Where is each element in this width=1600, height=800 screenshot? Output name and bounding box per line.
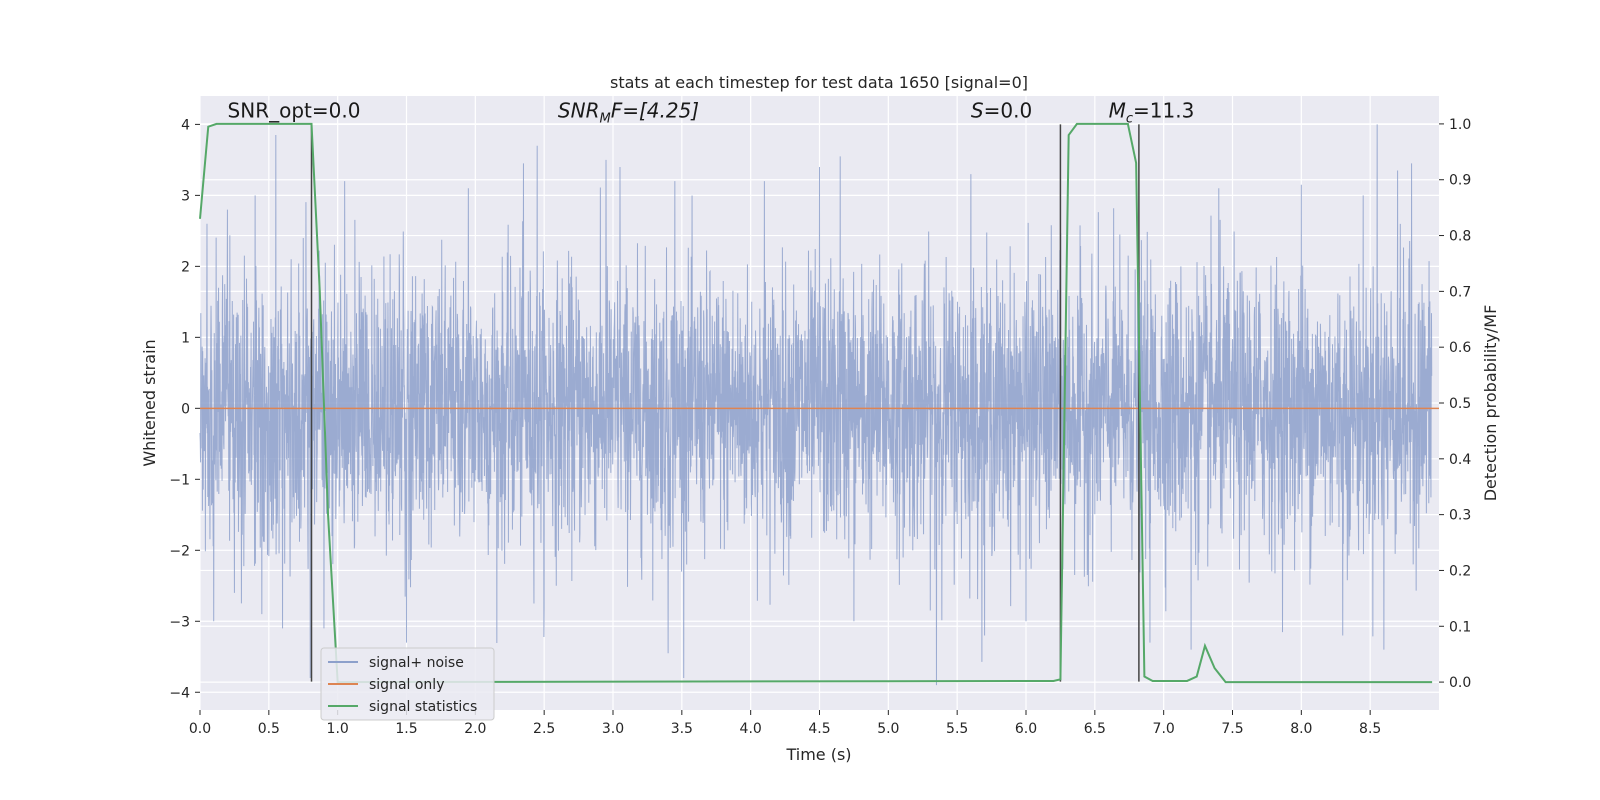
legend-label-noise: signal+ noise xyxy=(369,655,464,671)
y-right-tick-label: 1.0 xyxy=(1449,117,1471,133)
y-right-tick-label: 0.5 xyxy=(1449,396,1471,412)
noise-series xyxy=(199,124,1433,686)
y-tick-label: −3 xyxy=(169,614,190,630)
y-tick-label: −2 xyxy=(169,543,190,559)
statistics-series xyxy=(199,122,1433,684)
x-tick-label: 5.0 xyxy=(877,721,899,737)
y-right-tick-label: 0.2 xyxy=(1449,563,1471,579)
x-tick-label: 7.5 xyxy=(1221,721,1243,737)
y-right-tick-label: 0.9 xyxy=(1449,173,1471,189)
x-tick-label: 8.0 xyxy=(1290,721,1312,737)
x-tick-label: 4.5 xyxy=(808,721,830,737)
y-axis-label-right: Detection probability/MF xyxy=(1481,305,1500,502)
vertical-markers xyxy=(310,124,1140,682)
x-tick-label: 1.5 xyxy=(395,721,417,737)
x-tick-label: 5.5 xyxy=(946,721,968,737)
annotation-text: Mc=11.3 xyxy=(1109,98,1195,126)
annotation-tail: F=[4.25] xyxy=(611,98,699,122)
y-axis-label: Whitened strain xyxy=(140,339,159,466)
annotation-main: S xyxy=(971,98,984,122)
y-right-tick-label: 0.1 xyxy=(1449,619,1471,635)
legend-label-signal: signal only xyxy=(369,677,444,693)
x-tick-label: 7.0 xyxy=(1153,721,1175,737)
annotation-main: M xyxy=(1109,98,1126,122)
annotation-text: SNRMF=[4.25] xyxy=(558,98,699,126)
y-right-tick-label: 0.0 xyxy=(1449,675,1471,691)
chart-title: stats at each timestep for test data 165… xyxy=(610,73,1028,92)
annotation-sub: M xyxy=(599,111,610,126)
y-tick-label: −4 xyxy=(169,685,190,701)
y-tick-label: 3 xyxy=(181,188,190,204)
annotation-text: S=0.0 xyxy=(971,98,1032,122)
x-tick-label: 8.5 xyxy=(1359,721,1381,737)
legend-label-statistics: signal statistics xyxy=(369,699,477,715)
y-right-tick-label: 0.4 xyxy=(1449,452,1471,468)
x-tick-label: 6.5 xyxy=(1084,721,1106,737)
x-tick-label: 3.0 xyxy=(602,721,624,737)
y-right-tick-label: 0.8 xyxy=(1449,229,1471,245)
x-axis-label: Time (s) xyxy=(785,745,851,764)
y-tick-label: 1 xyxy=(181,330,190,346)
x-tick-label: 2.0 xyxy=(464,721,486,737)
y-right-tick-label: 0.6 xyxy=(1449,340,1471,356)
annotation-tail: =11.3 xyxy=(1133,98,1194,122)
annotation-main: SNR xyxy=(558,98,600,122)
y-tick-label: 2 xyxy=(181,259,190,275)
annotations: SNR_opt=0.0 SNRMF=[4.25] S=0.0 Mc=11.3 xyxy=(228,98,1195,126)
x-tick-label: 3.5 xyxy=(671,721,693,737)
x-tick-label: 0.5 xyxy=(258,721,280,737)
annotation-text: SNR_opt=0.0 xyxy=(228,98,361,122)
x-ticks: 0.0 0.5 1.0 1.5 2.0 2.5 3.0 3.5 4.0 4.5 5.0 5.5 6.0 6… xyxy=(189,710,1381,737)
noise-line xyxy=(199,124,1433,686)
legend: signal+ noise signal only signal statist… xyxy=(320,647,495,721)
legend-box xyxy=(320,647,495,721)
y-tick-label: 0 xyxy=(181,401,190,417)
x-tick-label: 6.0 xyxy=(1015,721,1037,737)
y-right-tick-label: 0.3 xyxy=(1449,508,1471,524)
x-tick-label: 1.0 xyxy=(327,721,349,737)
x-tick-label: 2.5 xyxy=(533,721,555,737)
y-tick-label: 4 xyxy=(181,117,190,133)
annotation-sub: c xyxy=(1126,111,1133,126)
y-right-tick-label: 0.7 xyxy=(1449,284,1471,300)
x-tick-label: 4.0 xyxy=(740,721,762,737)
x-tick-label: 0.0 xyxy=(189,721,211,737)
statistics-line xyxy=(199,122,1433,684)
y-tick-label: −1 xyxy=(169,472,190,488)
y-ticks-left: −4 −3 −2 −1 0 1 2 3 4 xyxy=(169,117,200,701)
y-ticks-right: 0.0 0.1 0.2 0.3 0.4 0.5 0.6 0.7 0.8 0.9 1.0 xyxy=(1439,117,1471,691)
annotation-tail: =0.0 xyxy=(984,98,1033,122)
